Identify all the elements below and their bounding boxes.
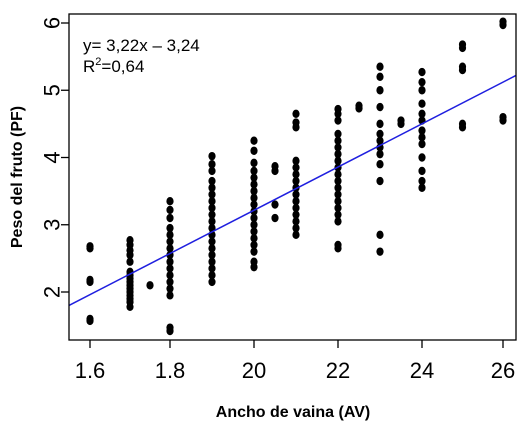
x-axis: 1.6 1.8 20 22 24 26 [75,340,516,383]
y-axis: 2 3 4 5 6 [40,17,69,298]
data-point [250,147,257,155]
data-point [376,130,383,138]
x-tick-label: 1.8 [155,358,186,383]
data-point [376,120,383,128]
x-tick-label: 26 [491,358,515,383]
data-point [376,231,383,239]
data-point [208,177,215,185]
data-point [418,100,425,108]
data-point [459,63,466,71]
data-point [166,206,173,214]
x-tick-label: 1.6 [75,358,106,383]
data-point [499,113,506,121]
regression-line [69,75,516,305]
data-point [418,86,425,94]
data-point [376,86,383,94]
data-point [418,153,425,161]
data-point [250,167,257,175]
data-point [334,105,341,113]
data-point [250,258,257,266]
data-point [418,110,425,118]
data-point [166,197,173,205]
data-point [376,103,383,111]
data-point [250,159,257,167]
data-point [86,276,93,284]
data-point [418,68,425,76]
r-squared-label: R2=0,64 [83,56,144,76]
data-point [418,78,425,86]
data-point [166,214,173,222]
data-point [376,247,383,255]
data-points [86,17,506,335]
data-point [271,200,278,208]
data-point [292,118,299,126]
data-point [459,40,466,48]
x-axis-title: Ancho de vaina (AV) [216,404,370,421]
data-point [499,17,506,25]
regression-equation: y= 3,22x – 3,24 [83,36,200,55]
data-point [418,167,425,175]
data-point [271,214,278,222]
data-point [146,281,153,289]
data-point [376,63,383,71]
y-tick-label: 3 [40,219,65,231]
data-point [355,102,362,110]
data-point [271,162,278,170]
data-point [250,136,257,144]
data-point [126,236,133,244]
data-point [208,160,215,168]
x-tick-label: 22 [326,358,350,383]
y-tick-label: 5 [40,84,65,96]
data-point [418,126,425,134]
y-tick-label: 4 [40,151,65,163]
data-point [334,241,341,249]
x-tick-label: 20 [242,358,266,383]
data-point [376,177,383,185]
data-point [376,160,383,168]
data-point [166,323,173,331]
data-point [292,110,299,118]
data-point [376,73,383,81]
data-point [334,130,341,138]
y-tick-label: 2 [40,286,65,298]
data-point [292,157,299,165]
data-point [418,177,425,185]
data-point [86,242,93,250]
data-point [397,116,404,124]
data-point [208,152,215,160]
data-point [86,315,93,323]
y-axis-title: Peso del fruto (PF) [9,106,26,248]
y-tick-label: 6 [40,17,65,29]
x-tick-label: 24 [410,358,434,383]
data-point [166,224,173,232]
data-point [459,120,466,128]
